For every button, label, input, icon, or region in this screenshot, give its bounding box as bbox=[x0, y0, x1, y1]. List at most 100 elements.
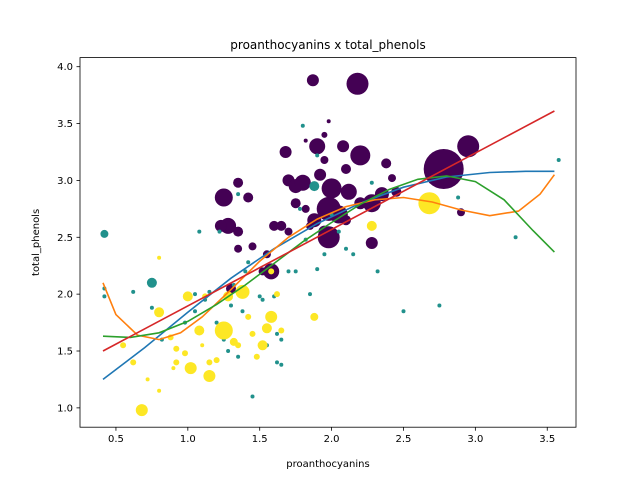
scatter-point-class_1-10 bbox=[197, 229, 202, 234]
x-tick-label: 1.5 bbox=[252, 434, 268, 445]
chart-title: proanthocyanins x total_phenols bbox=[230, 38, 425, 52]
scatter-point-class_1-53 bbox=[236, 192, 241, 197]
scatter-point-class_1-5 bbox=[149, 305, 154, 310]
scatter-point-class_0-8 bbox=[279, 146, 292, 158]
scatter-point-class_0-43 bbox=[284, 227, 293, 236]
y-tick-label: 2.0 bbox=[57, 290, 73, 301]
scatter-point-class_0-26 bbox=[301, 204, 310, 213]
scatter-point-class_2-12 bbox=[184, 362, 197, 375]
scatter-point-class_0-38 bbox=[234, 244, 243, 253]
x-axis-ticks: 0.5 1.0 1.5 2.0 2.5 3.0 3.5 bbox=[108, 427, 555, 445]
scatter-point-class_1-20 bbox=[240, 309, 245, 314]
scatter-point-class_1-8 bbox=[193, 309, 197, 314]
scatter-point-class_1-36 bbox=[308, 292, 312, 297]
scatter-point-class_1-9 bbox=[193, 292, 197, 297]
scatter-point-class_2-21 bbox=[235, 342, 242, 349]
scatter-point-class_2-30 bbox=[278, 327, 285, 334]
scatter-point-class_0-11 bbox=[341, 164, 351, 174]
scatter-point-class_2-2 bbox=[157, 388, 162, 393]
scatter-point-class_2-8 bbox=[173, 359, 180, 366]
scatter-point-class_0-42 bbox=[276, 220, 287, 231]
scatter-point-class_1-44 bbox=[369, 180, 374, 185]
scatter-point-class_2-16 bbox=[206, 359, 213, 366]
scatter-point-class_1-48 bbox=[456, 195, 461, 200]
scatter-point-class_2-1 bbox=[145, 377, 150, 382]
scatter-point-class_1-43 bbox=[351, 252, 356, 257]
scatter-point-class_0-16 bbox=[321, 178, 342, 199]
scatter-point-class_1-31 bbox=[279, 337, 284, 342]
scatter-point-class_0-4 bbox=[303, 138, 308, 143]
scatter-point-class_0-24 bbox=[457, 135, 480, 158]
x-tick-label: 2.5 bbox=[396, 434, 412, 445]
scatter-point-class_0-31 bbox=[317, 226, 340, 249]
scatter-point-class_1-45 bbox=[375, 269, 380, 274]
scatter-point-class_0-19 bbox=[362, 194, 381, 213]
scatter-point-class_2-10 bbox=[182, 350, 188, 357]
scatter-point-class_0-9 bbox=[309, 138, 326, 155]
scatter-point-class_1-39 bbox=[322, 252, 327, 257]
scatter-point-class_1-32 bbox=[286, 269, 291, 274]
scatter-point-class_0-1 bbox=[346, 72, 369, 95]
scatter-point-class_2-34 bbox=[418, 192, 441, 215]
scatter-point-class_1-17 bbox=[229, 303, 233, 308]
x-tick-label: 0.5 bbox=[108, 434, 124, 445]
scatter-point-class_0-5 bbox=[337, 140, 350, 153]
scatter-point-class_2-6 bbox=[157, 255, 162, 260]
y-tick-label: 3.5 bbox=[57, 119, 73, 130]
scatter-point-class_2-28 bbox=[265, 310, 278, 323]
scatter-point-class_0-10 bbox=[320, 156, 329, 164]
scatter-point-class_0-33 bbox=[365, 237, 378, 249]
fit-line-4 bbox=[102, 110, 555, 352]
scatter-point-class_1-34 bbox=[298, 206, 302, 211]
data-marks bbox=[100, 72, 561, 417]
scatter-point-class_1-4 bbox=[146, 277, 157, 288]
scatter-point-class_1-21 bbox=[243, 269, 248, 274]
scatter-point-class_2-4 bbox=[120, 342, 127, 349]
scatter-point-class_1-2 bbox=[102, 294, 107, 299]
scatter-point-class_0-15 bbox=[314, 168, 327, 181]
scatter-point-class_2-24 bbox=[249, 330, 256, 337]
scatter-point-class_1-13 bbox=[214, 320, 219, 325]
scatter-point-class_0-22 bbox=[388, 174, 396, 183]
scatter-point-class_1-0 bbox=[100, 229, 109, 238]
scatter-point-class_1-46 bbox=[401, 309, 406, 314]
scatter-point-class_1-24 bbox=[257, 294, 262, 299]
plot-area-frame bbox=[79, 57, 577, 428]
fit-line-1 bbox=[102, 170, 555, 381]
scatter-point-class_2-36 bbox=[200, 343, 205, 348]
scatter-point-class_0-40 bbox=[248, 242, 257, 251]
scatter-point-class_1-37 bbox=[309, 181, 320, 192]
scatter-point-class_2-17 bbox=[213, 357, 220, 364]
scatter-point-class_1-33 bbox=[293, 269, 298, 274]
scatter-point-class_1-41 bbox=[336, 229, 341, 234]
scatter-point-class_0-17 bbox=[340, 183, 357, 200]
scatter-point-class_2-11 bbox=[182, 291, 193, 302]
scatter-point-class_1-47 bbox=[437, 303, 442, 308]
scatter-point-class_2-26 bbox=[257, 340, 268, 351]
scatter-point-class_0-46 bbox=[243, 192, 254, 203]
scatter-point-class_1-22 bbox=[246, 260, 251, 265]
scatter-point-class_2-5 bbox=[154, 307, 165, 318]
scatter-point-class_2-29 bbox=[274, 291, 280, 298]
scatter-point-class_0-45 bbox=[306, 221, 314, 230]
scatter-point-class_1-25 bbox=[260, 297, 265, 302]
scatter-point-class_0-44 bbox=[290, 198, 301, 209]
scatter-point-class_2-9 bbox=[173, 345, 180, 352]
scatter-point-class_2-13 bbox=[194, 325, 205, 336]
scatter-point-class_2-3 bbox=[130, 359, 137, 366]
x-tick-label: 3.0 bbox=[467, 434, 483, 445]
scatter-point-class_1-30 bbox=[275, 360, 279, 365]
scatter-point-class_2-33 bbox=[366, 220, 377, 231]
y-tick-label: 3.0 bbox=[57, 176, 73, 187]
fit-line-2 bbox=[102, 174, 556, 341]
y-tick-label: 1.0 bbox=[57, 403, 73, 414]
scatter-point-class_1-49 bbox=[513, 235, 518, 240]
scatter-point-class_0-37 bbox=[233, 226, 244, 237]
scatter-point-class_2-27 bbox=[261, 323, 272, 334]
scatter-point-class_2-32 bbox=[310, 312, 319, 321]
scatter-point-class_0-2 bbox=[326, 119, 331, 124]
scatter-point-class_0-3 bbox=[321, 131, 328, 138]
scatter-point-class_1-38 bbox=[315, 267, 320, 272]
scatter-point-class_1-50 bbox=[556, 158, 561, 162]
